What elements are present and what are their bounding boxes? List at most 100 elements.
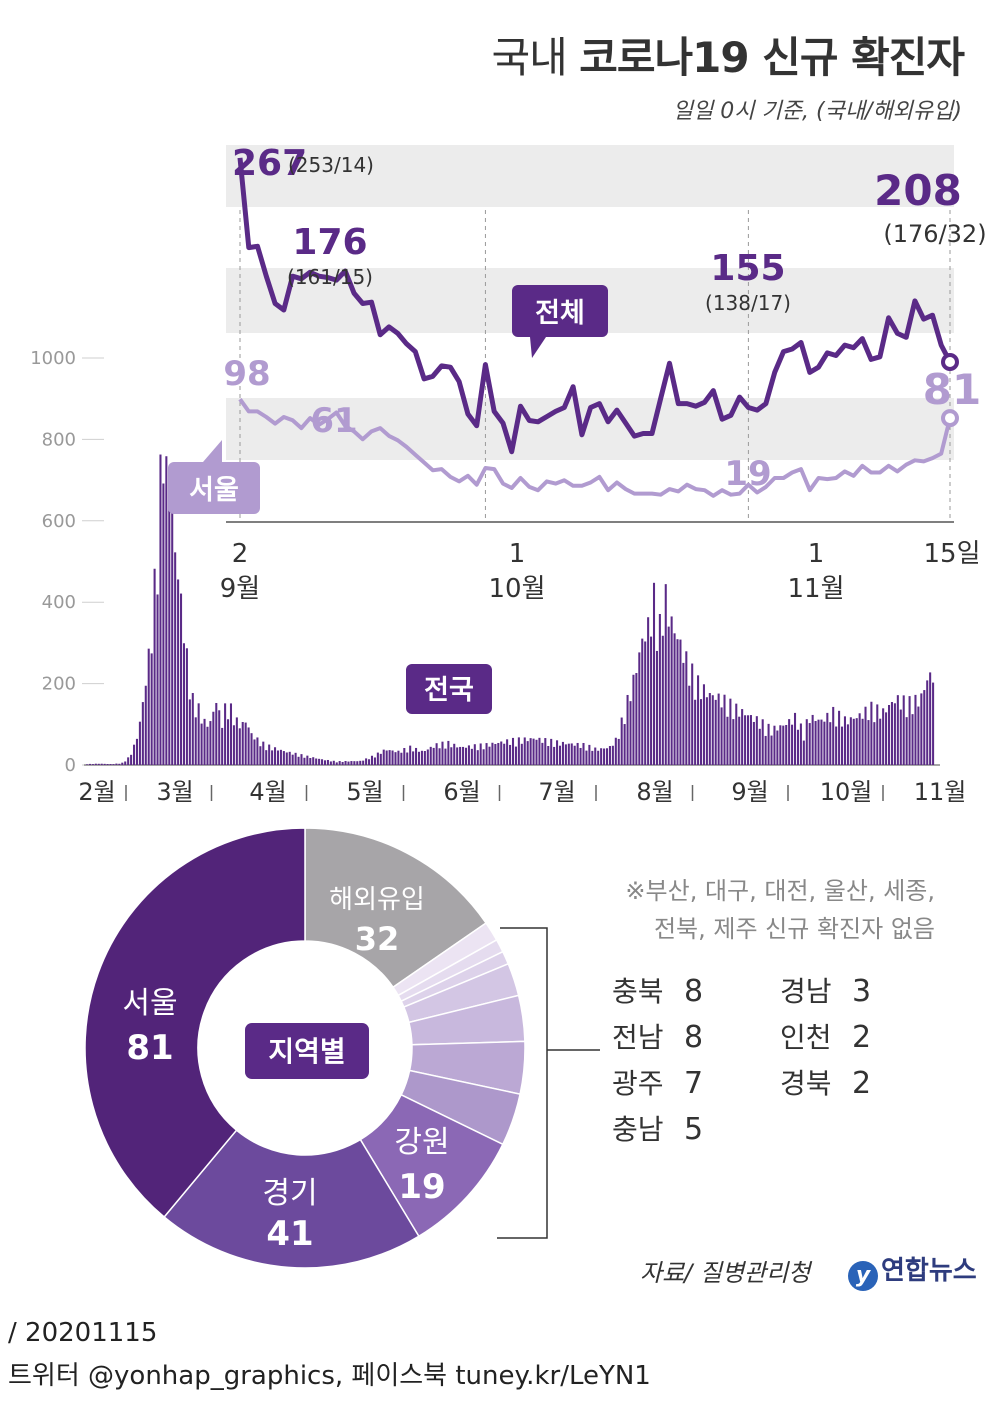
national-bar (720, 707, 723, 765)
national-bar (441, 741, 444, 765)
national-bar (699, 699, 703, 765)
national-bar (679, 639, 682, 765)
national-bar (97, 763, 100, 765)
national-bar (594, 747, 597, 765)
note-line-1: ※부산, 대구, 대전, 울산, 세종, (625, 877, 935, 905)
total-detail-label: (176/32) (883, 220, 986, 248)
national-bar (597, 750, 600, 765)
region-name: 경남 (780, 975, 832, 1008)
national-bar (858, 713, 861, 765)
inset-band (226, 145, 954, 207)
national-bar (191, 693, 194, 765)
national-bar (623, 724, 626, 765)
national-bar (773, 725, 776, 765)
national-bar (406, 752, 409, 765)
national-bar (782, 725, 785, 765)
x-month-label: 3월 (156, 778, 193, 806)
national-bar (279, 749, 282, 765)
national-bar (359, 760, 362, 765)
national-bar (509, 744, 512, 765)
region-value: 8 (684, 1020, 704, 1055)
national-bar (929, 672, 932, 765)
total-value-label: 267 (232, 143, 307, 184)
seoul-end-point (941, 409, 959, 428)
national-bar (215, 702, 218, 765)
national-bar (746, 715, 750, 765)
region-value: 3 (852, 974, 872, 1009)
national-bar (224, 703, 227, 765)
national-bar (138, 721, 141, 765)
national-bar (144, 685, 147, 765)
national-bar (688, 685, 691, 765)
national-bar (488, 746, 491, 765)
national-bar (673, 633, 676, 765)
national-bar (462, 746, 465, 765)
region-item: 충남 5 (612, 1108, 703, 1154)
national-bar (379, 753, 382, 765)
national-bar (394, 752, 397, 765)
national-bar (350, 761, 353, 765)
national-bar (694, 699, 697, 765)
national-bar (644, 641, 647, 765)
national-bar (159, 454, 162, 765)
national-bar (467, 745, 470, 765)
national-bar (459, 746, 462, 765)
region-name: 광주 (612, 1067, 664, 1100)
national-bar (670, 616, 673, 765)
national-bar (882, 708, 885, 765)
national-bar (576, 742, 579, 765)
national-bar (791, 724, 794, 765)
national-bar (741, 709, 744, 765)
seoul-value-label: 98 (223, 354, 270, 394)
national-bar (567, 743, 570, 765)
national-bar (365, 758, 368, 765)
region-bracket (497, 927, 548, 1239)
national-bar (285, 752, 288, 765)
national-bar (582, 742, 585, 765)
national-bar (885, 712, 888, 765)
inset-x-month-label: 9월 (220, 574, 260, 604)
national-bar (353, 761, 356, 765)
national-bar (271, 750, 274, 765)
pie-label-name: 강원 (394, 1125, 449, 1160)
national-bar (708, 693, 711, 765)
national-bar (370, 755, 374, 765)
national-bar (691, 663, 694, 765)
national-bar (553, 746, 556, 765)
national-bar (238, 728, 241, 765)
national-bar (503, 743, 506, 765)
national-bar (288, 751, 291, 765)
page-title: 국내 코로나19 신규 확진자 (492, 24, 965, 85)
national-bar (814, 721, 817, 765)
national-bar (130, 754, 133, 765)
national-bar (702, 684, 705, 765)
national-bar (517, 737, 520, 765)
region-name: 인천 (780, 1021, 832, 1054)
national-bar (805, 719, 808, 765)
national-bar (147, 648, 150, 765)
national-bar (453, 743, 456, 765)
national-bar (752, 721, 755, 765)
national-bar (588, 744, 591, 765)
national-bar (926, 680, 929, 765)
national-bar (879, 718, 882, 765)
national-bar (253, 739, 256, 765)
x-month-label: 7월 (538, 778, 575, 806)
national-bar (840, 726, 844, 765)
region-item: 경북 2 (780, 1062, 871, 1108)
national-bar (391, 750, 394, 765)
national-bar (676, 639, 679, 765)
region-item: 경남 3 (780, 970, 871, 1016)
total-detail-label: (138/17) (705, 291, 791, 315)
national-bar (523, 737, 526, 765)
x-month-label: 8월 (636, 778, 673, 806)
national-bar (896, 695, 899, 765)
national-bar (180, 593, 183, 765)
region-name: 경북 (780, 1067, 832, 1100)
region-tag-label: 지역별 (268, 1035, 345, 1068)
seoul-value-label: 81 (923, 365, 981, 414)
national-bar (300, 754, 303, 765)
region-list-right: 경남 3 인천 2 경북 2 (780, 970, 871, 1108)
national-bar (570, 743, 573, 765)
national-bar (403, 748, 406, 765)
